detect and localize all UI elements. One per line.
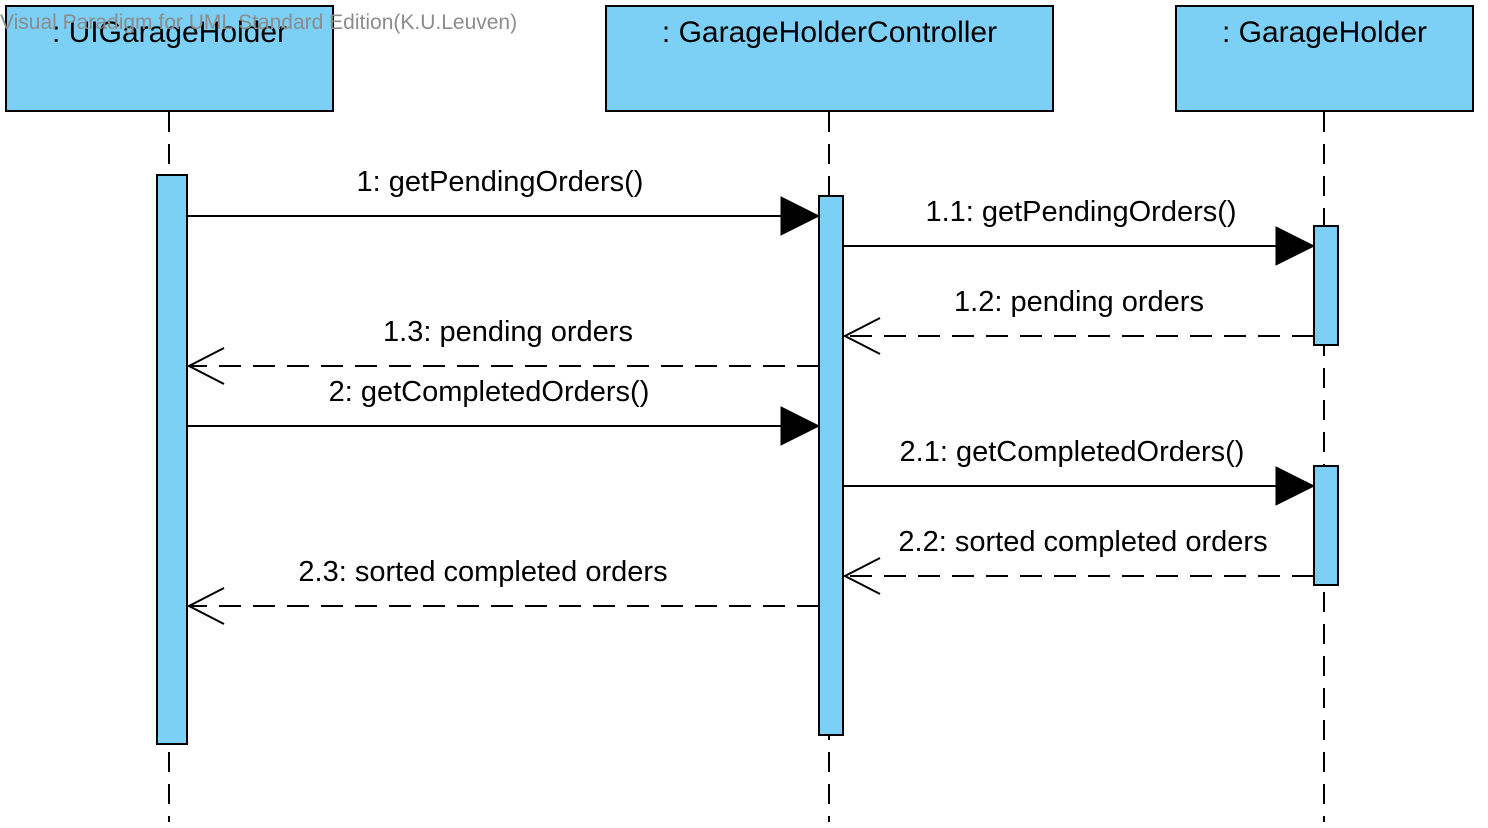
activation-controller[interactable] [818, 195, 844, 736]
lifeline-ui[interactable]: : UIGarageHolder [5, 5, 334, 112]
message-2[interactable]: 2: getCompletedOrders() [187, 376, 821, 446]
lifeline-garageholder[interactable]: : GarageHolder [1175, 5, 1474, 112]
message-1-1-label: 1.1: getPendingOrders() [925, 196, 1236, 228]
lifeline-head-ui[interactable] [5, 5, 334, 112]
message-1-label: 1: getPendingOrders() [357, 166, 644, 198]
open-arrowhead-icon [186, 587, 225, 625]
lifeline-head-controller[interactable] [605, 5, 1054, 112]
lifeline-head-garageholder[interactable] [1175, 5, 1474, 112]
message-1-3-label: 1.3: pending orders [383, 316, 633, 348]
message-1-2[interactable]: 1.2: pending orders [842, 286, 1314, 355]
message-2-1[interactable]: 2.1: getCompletedOrders() [843, 436, 1316, 506]
message-1[interactable]: 1: getPendingOrders() [187, 166, 821, 236]
filled-arrowhead-icon [1275, 466, 1316, 506]
filled-arrowhead-icon [780, 196, 821, 236]
message-1-2-label: 1.2: pending orders [954, 286, 1204, 318]
lifeline-controller[interactable]: : GarageHolderController [605, 5, 1054, 112]
open-arrowhead-icon [842, 557, 881, 595]
watermark-text: Visual Paradigm for UML Standard Edition… [0, 11, 517, 34]
message-2-2[interactable]: 2.2: sorted completed orders [842, 526, 1314, 595]
activation-ui[interactable] [156, 174, 188, 745]
message-2-1-label: 2.1: getCompletedOrders() [900, 436, 1245, 468]
lifeline-title-controller: : GarageHolderController [662, 16, 997, 49]
message-2-3-label: 2.3: sorted completed orders [298, 556, 667, 588]
open-arrowhead-icon [842, 317, 881, 355]
message-1-3[interactable]: 1.3: pending orders [186, 316, 819, 385]
open-arrowhead-icon [186, 347, 225, 385]
message-2-2-label: 2.2: sorted completed orders [898, 526, 1267, 558]
activation-garageholder-2[interactable] [1313, 465, 1339, 586]
message-2-3[interactable]: 2.3: sorted completed orders [186, 556, 819, 625]
filled-arrowhead-icon [1275, 226, 1316, 266]
lifeline-title-ui: : UIGarageHolder [52, 16, 287, 49]
message-2-label: 2: getCompletedOrders() [329, 376, 650, 408]
message-1-1[interactable]: 1.1: getPendingOrders() [843, 196, 1316, 266]
filled-arrowhead-icon [780, 406, 821, 446]
lifeline-title-garageholder: : GarageHolder [1222, 16, 1427, 49]
activation-garageholder-1[interactable] [1313, 225, 1339, 346]
